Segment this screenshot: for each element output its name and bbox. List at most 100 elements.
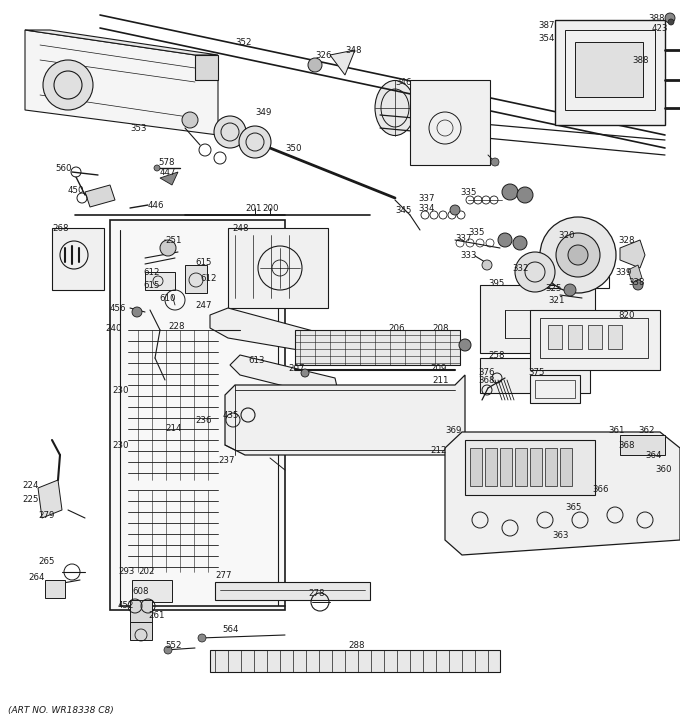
Text: 230: 230	[112, 441, 129, 450]
Text: 335: 335	[468, 228, 484, 236]
Text: 452: 452	[118, 602, 135, 610]
Text: 212: 212	[430, 445, 447, 455]
Text: 368: 368	[478, 376, 494, 384]
Text: 820: 820	[618, 310, 634, 320]
Bar	[560, 448, 572, 486]
Circle shape	[491, 158, 499, 166]
Text: 325: 325	[545, 283, 562, 292]
Text: 456: 456	[110, 304, 126, 312]
Circle shape	[450, 205, 460, 215]
Ellipse shape	[375, 80, 415, 136]
Bar	[555, 20, 665, 125]
Bar	[45, 580, 65, 598]
Bar	[480, 285, 595, 353]
Text: 369: 369	[445, 426, 461, 434]
Bar	[130, 622, 152, 640]
Text: 225: 225	[22, 495, 39, 505]
Bar	[52, 228, 104, 290]
Text: 345: 345	[395, 205, 411, 215]
Text: 375: 375	[528, 368, 545, 376]
Polygon shape	[25, 30, 218, 135]
Text: 615: 615	[143, 281, 160, 289]
Circle shape	[164, 646, 172, 654]
Text: 202: 202	[138, 568, 154, 576]
Circle shape	[513, 236, 527, 250]
Circle shape	[515, 252, 555, 292]
Bar	[185, 265, 207, 293]
Circle shape	[556, 233, 600, 277]
Text: 364: 364	[645, 450, 662, 460]
Bar	[588, 325, 602, 349]
Circle shape	[198, 634, 206, 642]
Circle shape	[43, 60, 93, 110]
Text: 247: 247	[195, 300, 211, 310]
Text: 208: 208	[432, 323, 449, 333]
Text: 277: 277	[215, 571, 231, 579]
Text: 376: 376	[478, 368, 494, 376]
Circle shape	[564, 284, 576, 296]
Circle shape	[160, 240, 176, 256]
Bar	[132, 580, 172, 602]
Text: 265: 265	[38, 558, 54, 566]
Text: 578: 578	[158, 157, 175, 167]
Circle shape	[239, 126, 271, 158]
Text: 360: 360	[655, 465, 671, 474]
Text: 278: 278	[308, 589, 324, 599]
Text: 615: 615	[195, 257, 211, 267]
Text: 236: 236	[195, 415, 211, 425]
Circle shape	[154, 165, 160, 171]
Text: 279: 279	[38, 510, 54, 520]
Polygon shape	[160, 172, 178, 185]
Bar	[295, 330, 460, 365]
Text: 368: 368	[618, 441, 634, 450]
Bar	[480, 358, 590, 393]
Polygon shape	[25, 30, 218, 55]
Text: 612: 612	[143, 268, 160, 276]
Text: 258: 258	[488, 350, 505, 360]
Text: 552: 552	[165, 640, 182, 650]
Bar	[548, 325, 562, 349]
Text: 320: 320	[558, 231, 575, 239]
Bar	[540, 318, 648, 358]
Bar	[410, 80, 490, 165]
Text: 423: 423	[652, 23, 668, 33]
Bar	[515, 448, 527, 486]
Text: 352: 352	[235, 38, 252, 46]
Circle shape	[132, 307, 142, 317]
Text: 251: 251	[165, 236, 182, 244]
Circle shape	[502, 184, 518, 200]
Circle shape	[459, 339, 471, 351]
Text: 264: 264	[28, 573, 44, 582]
Text: 613: 613	[248, 355, 265, 365]
Text: 201: 201	[245, 204, 262, 212]
Bar	[530, 448, 542, 486]
Bar	[545, 448, 557, 486]
Circle shape	[668, 19, 674, 25]
Text: 450: 450	[68, 186, 84, 194]
Polygon shape	[620, 240, 645, 268]
Circle shape	[568, 245, 588, 265]
Text: 288: 288	[348, 640, 364, 650]
Bar	[547, 238, 609, 288]
Text: 224: 224	[22, 481, 39, 489]
Text: 237: 237	[218, 455, 235, 465]
Text: 395: 395	[488, 278, 505, 288]
Bar	[565, 30, 655, 110]
Text: 610: 610	[159, 294, 175, 302]
Text: 560: 560	[55, 164, 71, 173]
Text: 388: 388	[632, 56, 649, 65]
Bar	[530, 375, 580, 403]
Text: 349: 349	[255, 107, 271, 117]
Text: 346: 346	[395, 78, 411, 86]
Text: 366: 366	[592, 486, 609, 494]
Bar	[575, 42, 643, 97]
Text: 365: 365	[565, 503, 581, 513]
Text: 350: 350	[285, 144, 301, 152]
Text: 214: 214	[165, 423, 182, 433]
Bar	[130, 600, 152, 622]
Circle shape	[214, 116, 246, 148]
Text: 328: 328	[618, 236, 634, 244]
Bar	[505, 310, 565, 338]
Circle shape	[182, 112, 198, 128]
Text: 361: 361	[608, 426, 624, 434]
